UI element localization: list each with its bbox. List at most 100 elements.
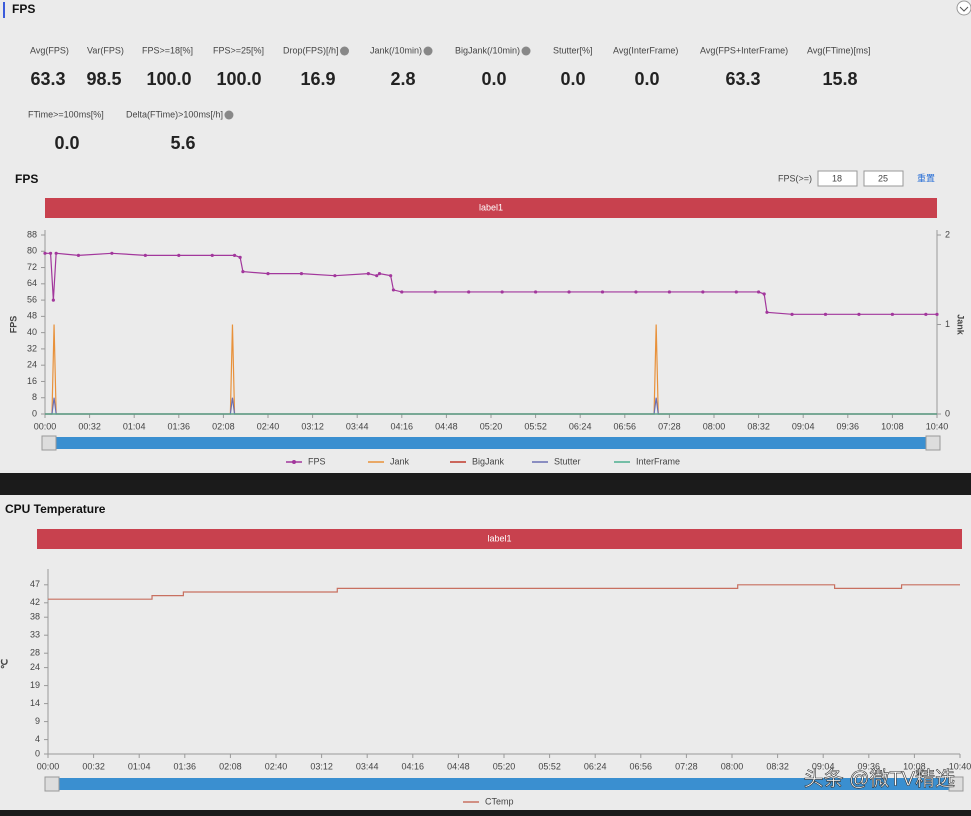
x-tick-label: 01:04 <box>128 761 151 771</box>
x-tick-label: 02:40 <box>257 421 280 431</box>
data-point <box>857 312 861 316</box>
data-point <box>765 310 769 314</box>
data-point <box>634 290 638 294</box>
y-axis-label: FPS <box>8 316 18 334</box>
collapse-button[interactable] <box>956 0 971 16</box>
data-point <box>890 312 895 316</box>
y2-tick-label: 0 <box>945 408 950 418</box>
legend-label[interactable]: Jank <box>390 456 410 466</box>
fps-input[interactable] <box>817 170 858 187</box>
y2-tick-label: 2 <box>945 229 950 239</box>
y-tick-label: 72 <box>27 262 37 272</box>
x-tick-label: 06:56 <box>630 761 653 771</box>
data-point <box>757 290 761 294</box>
y-tick-label: 80 <box>27 246 37 256</box>
stat-value: 100.0 <box>146 69 191 89</box>
data-point <box>76 253 81 257</box>
x-tick-label: 07:28 <box>658 421 681 431</box>
legend-label[interactable]: CTemp <box>485 796 514 806</box>
y-tick-label: 14 <box>30 698 40 708</box>
slider-handle[interactable] <box>948 776 964 792</box>
stat-label: Delta(FTime)>100ms[/h] <box>126 109 223 119</box>
x-tick-label: 10:40 <box>949 761 971 771</box>
data-point <box>143 253 147 257</box>
section-title: FPS <box>12 2 35 16</box>
data-point <box>734 290 738 294</box>
y-tick-label: 32 <box>27 343 37 353</box>
x-tick-label: 04:16 <box>391 421 414 431</box>
legend-label[interactable]: Stutter <box>554 456 581 466</box>
data-point <box>600 290 605 294</box>
series-line <box>45 397 937 415</box>
slider-handle[interactable] <box>41 435 57 451</box>
stat-label: Avg(FTime)[ms] <box>807 45 871 55</box>
band-label: label1 <box>487 533 511 543</box>
x-tick-label: 00:32 <box>82 761 105 771</box>
x-tick-label: 10:08 <box>881 421 904 431</box>
x-tick-label: 08:00 <box>703 421 726 431</box>
x-tick-label: 09:36 <box>858 761 881 771</box>
x-tick-label: 04:48 <box>447 761 470 771</box>
x-tick-label: 09:04 <box>812 761 835 771</box>
data-point <box>534 290 538 294</box>
data-point <box>375 274 379 278</box>
stat-value: 63.3 <box>725 69 760 89</box>
chevron <box>959 6 969 12</box>
fps-input[interactable] <box>863 170 904 187</box>
fps-input-value: 25 <box>878 173 888 183</box>
data-point <box>790 312 794 316</box>
y-tick-label: 33 <box>30 630 40 640</box>
y-axis-label: ℃ <box>0 659 9 669</box>
stat-label: FPS>=25[%] <box>213 45 264 55</box>
legend-label[interactable]: FPS <box>308 456 326 466</box>
slider-handle[interactable] <box>925 435 941 451</box>
stat-label: Var(FPS) <box>87 45 124 55</box>
y-tick-label: 9 <box>35 716 40 726</box>
x-tick-label: 08:32 <box>766 761 789 771</box>
x-tick-label: 06:24 <box>569 421 592 431</box>
y-tick-label: 4 <box>35 734 40 744</box>
x-tick-label: 03:44 <box>356 761 379 771</box>
stat-value: 0.0 <box>634 69 659 89</box>
y-tick-label: 38 <box>30 612 40 622</box>
x-tick-label: 03:12 <box>310 761 333 771</box>
reset-link[interactable]: 重置 <box>917 172 935 183</box>
stat-value: 98.5 <box>86 69 121 89</box>
x-tick-label: 00:00 <box>34 421 57 431</box>
series-line <box>45 324 937 415</box>
data-point <box>391 288 396 292</box>
time-slider <box>45 437 937 449</box>
stat-value: 2.8 <box>390 69 415 89</box>
stat-value: 15.8 <box>822 69 857 89</box>
data-point <box>935 312 939 316</box>
legend-label[interactable]: BigJank <box>472 456 505 466</box>
y-tick-label: 24 <box>27 360 37 370</box>
stat-label: BigJank(/10min) <box>455 45 520 55</box>
data-point <box>48 251 53 255</box>
x-tick-label: 09:04 <box>792 421 815 431</box>
y-tick-label: 48 <box>27 311 37 321</box>
label-band <box>45 198 937 218</box>
fps-threshold-label: FPS(>=) <box>778 173 812 183</box>
y-tick-label: 19 <box>30 680 40 690</box>
y-tick-label: 24 <box>30 662 40 672</box>
section-marker <box>3 2 5 18</box>
x-tick-label: 03:12 <box>301 421 324 431</box>
x-tick-label: 08:00 <box>721 761 744 771</box>
stat-value: 0.0 <box>560 69 585 89</box>
stat-value: 16.9 <box>300 69 335 89</box>
x-tick-label: 05:20 <box>480 421 503 431</box>
x-tick-label: 00:00 <box>37 761 60 771</box>
stat-label: Avg(FPS+InterFrame) <box>700 45 788 55</box>
data-point <box>210 253 214 257</box>
legend-label[interactable]: InterFrame <box>636 456 680 466</box>
data-point <box>433 290 437 294</box>
data-point <box>238 255 242 259</box>
slider-handle[interactable] <box>44 776 60 792</box>
data-point <box>110 251 114 255</box>
data-point <box>823 312 828 316</box>
stat-value: 100.0 <box>216 69 261 89</box>
x-tick-label: 05:52 <box>524 421 547 431</box>
data-point <box>400 290 404 294</box>
